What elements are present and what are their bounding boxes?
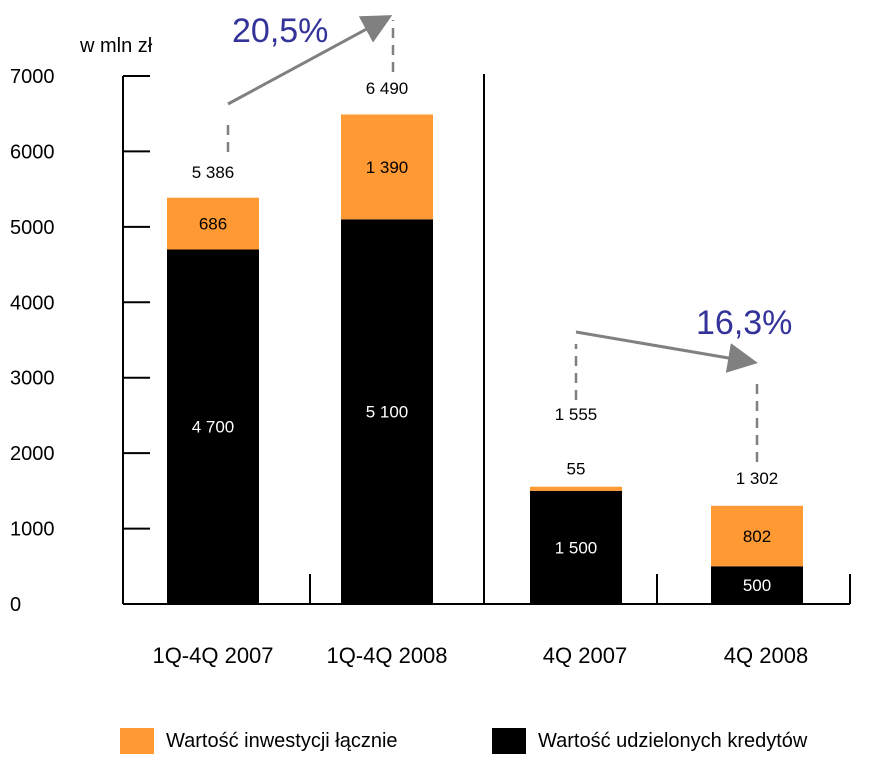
category-label: 1Q-4Q 2008 (326, 643, 447, 668)
bar-loans (711, 566, 803, 604)
category-label: 4Q 2007 (543, 643, 627, 668)
legend-item-loans: Wartość udzielonych kredytów (492, 726, 807, 756)
data-label-investments: 1 390 (366, 158, 409, 177)
y-tick-label: 5000 (10, 217, 55, 239)
data-label-loans: 5 100 (366, 403, 409, 422)
growth-label: 20,5% (232, 12, 328, 50)
bar-investments (530, 486, 622, 491)
bar-loans (167, 249, 259, 604)
bar-investments (711, 505, 803, 567)
data-label-loans: 500 (743, 576, 771, 595)
bar-loans (530, 490, 622, 604)
bar-investments (167, 197, 259, 250)
y-tick-label: 1000 (10, 519, 55, 541)
bars (167, 114, 803, 605)
y-tick-label: 6000 (10, 141, 55, 163)
data-label-investments: 55 (567, 460, 586, 479)
data-label-total: 6 490 (366, 79, 409, 98)
data-label-total: 5 386 (192, 163, 235, 182)
category-label: 4Q 2008 (724, 643, 808, 668)
y-axis-unit-label: w mln zł (79, 35, 153, 57)
y-tick-label: 4000 (10, 292, 55, 314)
y-tick-label: 3000 (10, 368, 55, 390)
data-label-total: 1 555 (555, 405, 598, 424)
legend-label-investments: Wartość inwestycji łącznie (166, 729, 398, 752)
data-labels: 4 700 686 5 386 5 100 1 390 6 490 1 500 55 1 555… (192, 79, 779, 595)
legend-swatch-orange (120, 728, 154, 754)
data-label-total: 1 302 (736, 469, 779, 488)
growth-label: 16,3% (696, 304, 792, 342)
data-label-investments: 802 (743, 527, 771, 546)
legend-swatch-black (492, 728, 526, 754)
data-label-loans: 4 700 (192, 418, 235, 437)
y-tick-label: 0 (10, 594, 21, 616)
growth-annotations: 20,5% 16,3% (226, 12, 792, 462)
y-tick-label: 2000 (10, 443, 55, 465)
legend-item-investments: Wartość inwestycji łącznie (120, 726, 398, 756)
legend-label-loans: Wartość udzielonych kredytów (538, 729, 808, 752)
data-label-investments: 686 (199, 215, 227, 234)
category-labels: 1Q-4Q 2007 1Q-4Q 2008 4Q 2007 4Q 2008 (152, 643, 808, 668)
category-label: 1Q-4Q 2007 (152, 643, 273, 668)
y-axis-ticks: 0 1000 2000 3000 4000 5000 6000 7000 (10, 66, 150, 616)
stacked-bar-chart: w mln zł 0 1000 2000 3000 4000 5000 6000 7000 4… (10, 12, 851, 668)
data-label-loans: 1 500 (555, 538, 598, 557)
bar-loans (341, 219, 433, 605)
y-tick-label: 7000 (10, 66, 55, 88)
bar-investments (341, 114, 433, 220)
growth-arrow (227, 15, 393, 106)
growth-arrow (575, 330, 758, 373)
